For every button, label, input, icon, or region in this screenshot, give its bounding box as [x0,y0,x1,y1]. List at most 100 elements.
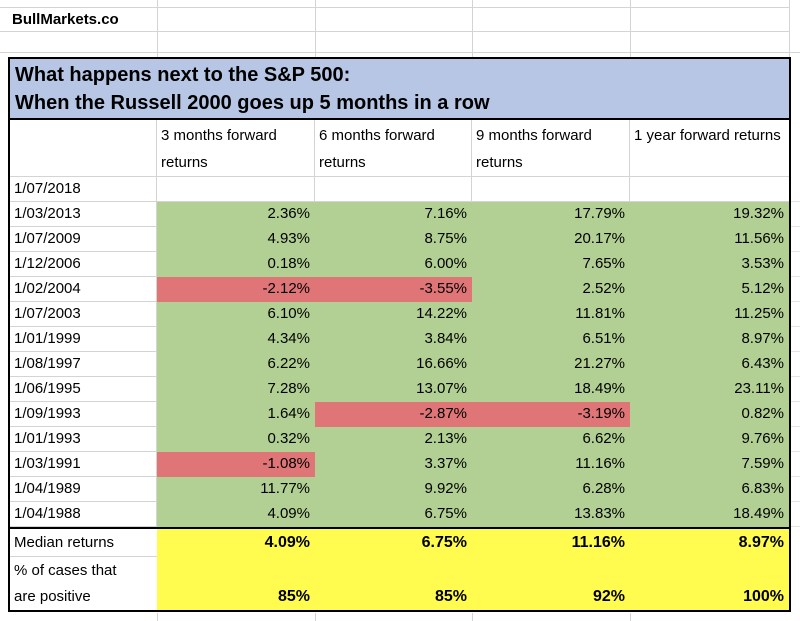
return-cell: 8.97% [630,327,789,352]
title-line-2: When the Russell 2000 goes up 5 months i… [15,92,490,114]
return-cell: 13.07% [315,377,472,402]
date-cell: 1/08/1997 [10,352,157,377]
median-value-cell: 4.09% [157,529,315,557]
returns-grid: 1/07/2018 1/03/2013 2.36% 7.16% 17.79% 19.32%… [10,177,789,527]
return-cell: 6.28% [472,477,630,502]
positive-value-cell: 92% [472,557,630,610]
gridline [630,613,631,621]
positive-label: % of cases that are positive [10,557,157,610]
return-cell: 9.76% [630,427,789,452]
return-cell: 11.25% [630,302,789,327]
positive-value-cell: 85% [315,557,472,610]
return-cell: 0.18% [157,252,315,277]
return-cell: 6.22% [157,352,315,377]
positive-label-line-1: % of cases that [14,562,117,579]
title-line-1: What happens next to the S&P 500: [15,64,351,86]
return-cell: 7.59% [630,452,789,477]
return-cell: 8.75% [315,227,472,252]
title-banner: What happens next to the S&P 500: When t… [8,57,791,120]
return-cell: 6.62% [472,427,630,452]
return-cell: 5.12% [630,277,789,302]
return-cell: 17.79% [472,202,630,227]
median-value-cell: 6.75% [315,529,472,557]
returns-table: 3 months forward returns 6 months forward… [8,120,791,527]
return-cell: 7.16% [315,202,472,227]
gridline [315,0,316,57]
return-cell: 6.75% [315,502,472,527]
return-cell: 11.77% [157,477,315,502]
gridline [789,0,790,57]
positive-row: % of cases that are positive 85% 85% 92% 10… [10,557,789,610]
date-cell: 1/06/1995 [10,377,157,402]
return-cell: -2.87% [315,402,472,427]
date-cell: 1/04/1988 [10,502,157,527]
return-cell: 6.00% [315,252,472,277]
date-cell: 1/07/2009 [10,227,157,252]
return-cell: 6.10% [157,302,315,327]
return-cell: 11.56% [630,227,789,252]
return-cell: 2.36% [157,202,315,227]
date-cell: 1/01/1999 [10,327,157,352]
date-cell: 1/09/1993 [10,402,157,427]
return-cell: -2.12% [157,277,315,302]
return-cell: 4.09% [157,502,315,527]
return-cell: -3.55% [315,277,472,302]
column-header: 9 months forward returns [472,120,630,177]
return-cell: 14.22% [315,302,472,327]
return-cell: 2.13% [315,427,472,452]
gridline [157,613,158,621]
corner-cell [10,120,157,177]
return-cell: 0.82% [630,402,789,427]
summary-section: Median returns 4.09% 6.75% 11.16% 8.97% % o… [8,527,791,612]
return-cell: 4.34% [157,327,315,352]
gridline [630,0,631,57]
column-header: 3 months forward returns [157,120,315,177]
column-header: 1 year forward returns [630,120,789,177]
date-cell: 1/07/2003 [10,302,157,327]
return-cell: -3.19% [472,402,630,427]
return-cell: 13.83% [472,502,630,527]
date-cell: 1/07/2018 [10,177,157,202]
return-cell: 19.32% [630,202,789,227]
median-value-cell: 8.97% [630,529,789,557]
return-cell: 6.43% [630,352,789,377]
return-cell: 6.51% [472,327,630,352]
return-cell [157,177,315,202]
gridline [472,613,473,621]
return-cell: 7.65% [472,252,630,277]
median-value-cell: 11.16% [472,529,630,557]
gridline [0,31,790,32]
gridline [472,0,473,57]
positive-label-line-2: are positive [14,588,91,605]
return-cell: 21.27% [472,352,630,377]
return-cell: 4.93% [157,227,315,252]
return-cell: 3.53% [630,252,789,277]
return-cell: 6.83% [630,477,789,502]
return-cell: 0.32% [157,427,315,452]
gridline [157,0,158,57]
gridline [0,7,790,8]
median-label: Median returns [10,529,157,557]
date-cell: 1/04/1989 [10,477,157,502]
return-cell: 3.84% [315,327,472,352]
positive-value-cell: 100% [630,557,789,610]
return-cell: 18.49% [472,377,630,402]
return-cell [472,177,630,202]
return-cell: 7.28% [157,377,315,402]
return-cell: 18.49% [630,502,789,527]
return-cell: 2.52% [472,277,630,302]
return-cell [630,177,789,202]
gridline [315,613,316,621]
return-cell: 16.66% [315,352,472,377]
return-cell: 3.37% [315,452,472,477]
return-cell: 23.11% [630,377,789,402]
positive-value-cell: 85% [157,557,315,610]
return-cell: 11.16% [472,452,630,477]
date-cell: 1/02/2004 [10,277,157,302]
date-cell: 1/03/2013 [10,202,157,227]
return-cell: 9.92% [315,477,472,502]
return-cell: 1.64% [157,402,315,427]
column-header: 6 months forward returns [315,120,472,177]
date-cell: 1/12/2006 [10,252,157,277]
